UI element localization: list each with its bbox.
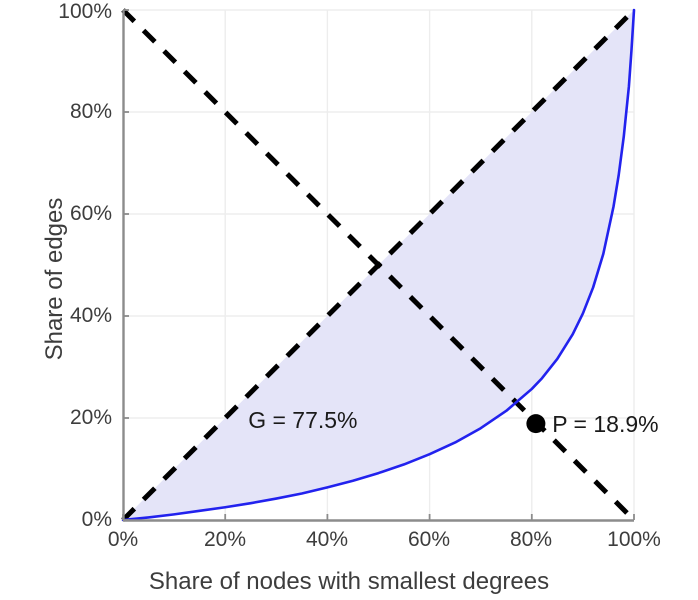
x-tick-label-60: 60%: [407, 528, 451, 551]
lorenz-curve-line: [121, 8, 636, 522]
y-tick-label-20: 20%: [69, 406, 112, 429]
y-tick-label-0: 0%: [81, 508, 112, 531]
gini-annotation: G = 77.5%: [248, 406, 358, 433]
palma-point-marker: [526, 414, 546, 434]
x-tick-label-20: 20%: [203, 528, 247, 551]
y-tick-label-40: 40%: [69, 304, 112, 327]
equality-dashed-line: [121, 8, 636, 522]
y-tick-label-100: 100%: [58, 0, 112, 23]
x-tick-label-0: 0%: [107, 528, 139, 551]
tick-marks: [122, 9, 635, 521]
y-tick-label-80: 80%: [69, 100, 112, 123]
x-tick-label-100: 100%: [607, 528, 661, 551]
axis-lines: [122, 10, 634, 522]
palma-annotation: P = 18.9%: [552, 411, 659, 438]
x-tick-label-80: 80%: [509, 528, 553, 551]
y-tick-label-60: 60%: [69, 202, 112, 225]
x-tick-label-40: 40%: [305, 528, 349, 551]
x-axis-title: Share of nodes with smallest degrees: [148, 568, 550, 595]
y-axis-title: Share of edges: [41, 197, 68, 361]
